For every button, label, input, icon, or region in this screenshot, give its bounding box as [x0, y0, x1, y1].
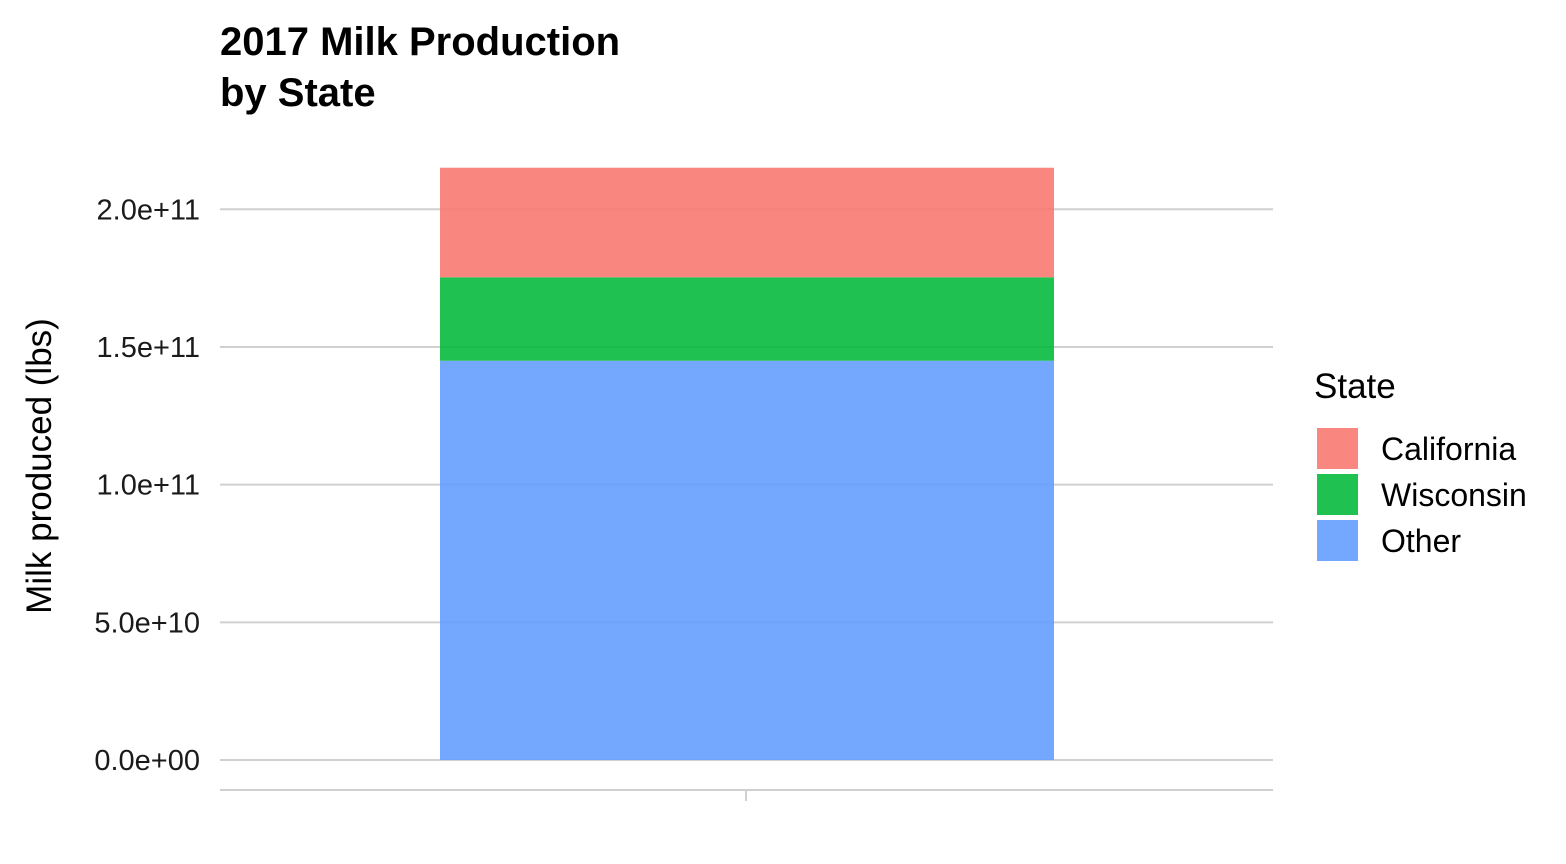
- bar-segment-wisconsin: [440, 277, 1054, 361]
- legend: California Wisconsin Other: [1317, 428, 1527, 561]
- y-tick-label: 5.0e+10: [94, 607, 200, 639]
- chart-title-line-2: by State: [220, 71, 376, 115]
- legend-label-california: California: [1381, 431, 1516, 467]
- chart-title-line-1: 2017 Milk Production: [220, 20, 620, 64]
- y-axis-title: Milk produced (lbs): [20, 318, 59, 614]
- y-tick-label: 1.0e+11: [97, 470, 200, 502]
- legend-title: State: [1314, 367, 1396, 406]
- y-tick-label: 2.0e+11: [97, 194, 200, 226]
- legend-label-other: Other: [1381, 523, 1461, 559]
- legend-key-california: [1317, 428, 1358, 469]
- legend-key-other: [1317, 520, 1358, 561]
- y-tick-label: 1.5e+11: [97, 332, 200, 364]
- legend-label-wisconsin: Wisconsin: [1381, 477, 1527, 513]
- bar-segment-california: [440, 167, 1054, 278]
- y-tick-label: 0.0e+00: [94, 745, 200, 777]
- bar-stack: [440, 167, 1054, 760]
- bar-segment-other: [440, 360, 1054, 760]
- legend-key-wisconsin: [1317, 474, 1358, 515]
- y-tick-labels: 0.0e+00 5.0e+10 1.0e+11 1.5e+11 2.0e+11: [94, 194, 200, 777]
